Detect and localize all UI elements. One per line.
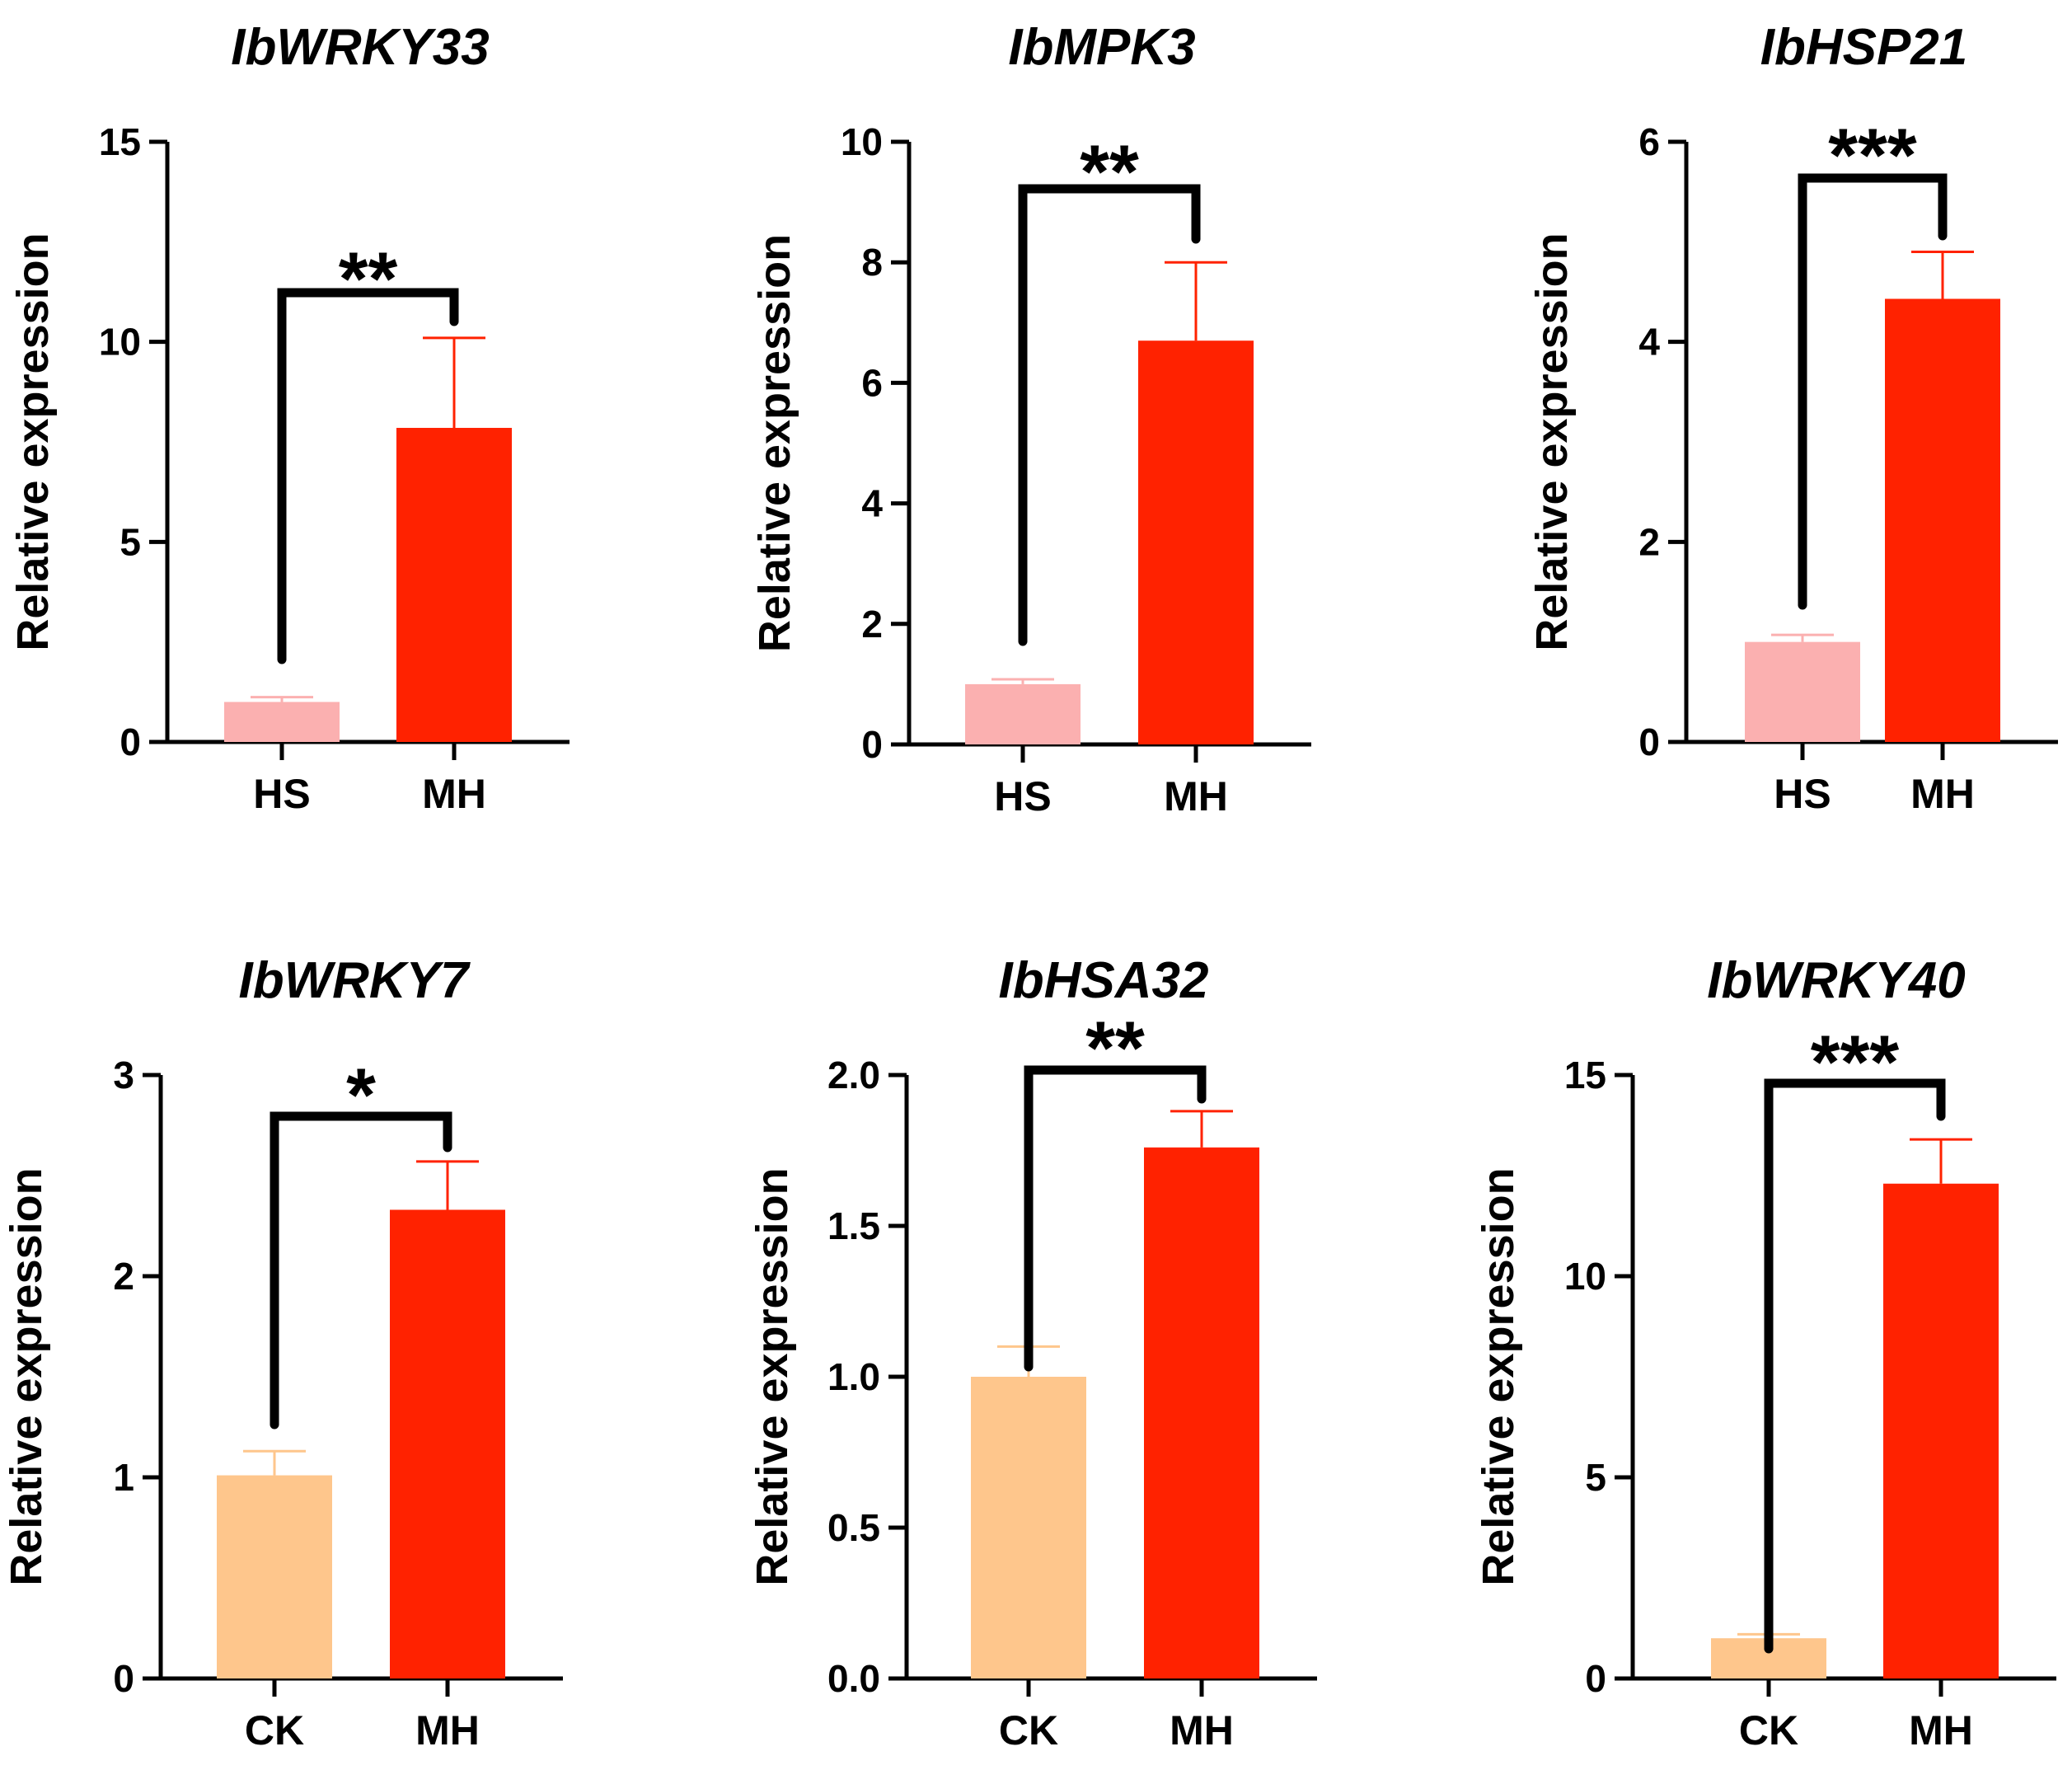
chart-title: IbWRKY33 [231,19,489,76]
y-tick-label: 0 [1638,721,1660,763]
bar-hs [965,683,1081,744]
x-category-label: MH [1164,773,1228,819]
y-tick-label: 0.0 [827,1657,880,1700]
significance-marker: ** [339,237,398,322]
chart-title: IbHSA32 [999,952,1209,1009]
x-category-label: CK [1739,1707,1798,1754]
chart-title: IbWRKY40 [1707,952,1965,1009]
chart-title: IbWRKY7 [239,952,471,1009]
x-category-label: MH [1170,1707,1234,1754]
significance-bracket [1798,173,1948,610]
x-category-label: MH [1910,771,1975,817]
y-tick-label: 5 [120,520,141,563]
y-tick-label: 4 [861,482,883,525]
y-tick-label: 0.5 [827,1506,880,1549]
y-axis-label: Relative expression [1527,232,1577,650]
y-tick-label: 15 [1564,1054,1606,1096]
y-tick-label: 4 [1638,321,1660,364]
y-tick-label: 2 [113,1255,134,1298]
y-tick-label: 2 [861,603,883,646]
y-tick-label: 0 [1585,1657,1606,1700]
x-category-label: MH [1909,1707,1973,1754]
x-category-label: MH [422,771,486,817]
y-tick-label: 8 [861,241,883,284]
bar-ck [971,1377,1086,1678]
bar-mh [1138,340,1254,744]
y-axis-label: Relative expression [1474,1167,1523,1585]
x-category-label: HS [253,771,310,817]
y-tick-label: 1 [113,1456,134,1499]
y-tick-label: 6 [861,361,883,404]
bar-mh [1144,1147,1259,1678]
y-tick-label: 10 [99,321,141,364]
x-category-label: HS [994,773,1051,819]
bar-mh [1885,298,2000,742]
significance-bracket [277,288,459,664]
chart-title: IbHSP21 [1760,19,1968,76]
y-tick-label: 0 [113,1657,134,1700]
bar-ck [217,1475,332,1678]
bar-mh [1883,1183,1999,1678]
chart-title: IbMPK3 [1008,19,1195,76]
x-category-label: CK [999,1707,1058,1754]
y-axis-label: Relative expression [8,232,58,650]
significance-marker: ** [1085,1007,1145,1091]
y-tick-label: 10 [841,120,883,163]
y-tick-label: 2 [1638,520,1660,563]
y-tick-label: 3 [113,1054,134,1096]
y-axis-label: Relative expression [750,234,799,652]
x-category-label: HS [1774,771,1831,817]
y-axis-label: Relative expression [748,1167,797,1585]
x-category-label: CK [245,1707,304,1754]
y-tick-label: 10 [1564,1255,1606,1298]
significance-marker: *** [1811,1021,1900,1105]
bar-mh [390,1209,505,1678]
y-tick-label: 6 [1638,120,1660,163]
y-axis-label: Relative expression [2,1167,51,1585]
bar-mh [396,428,512,742]
significance-marker: * [346,1054,376,1138]
y-tick-label: 1.0 [827,1355,880,1398]
bar-hs [224,702,340,742]
y-tick-label: 1.5 [827,1204,880,1247]
significance-marker: ** [1080,130,1139,214]
significance-bracket [1018,184,1201,646]
y-tick-label: 15 [99,120,141,163]
y-tick-label: 0 [861,723,883,766]
y-tick-label: 5 [1585,1456,1606,1499]
y-tick-label: 0 [120,721,141,763]
significance-bracket [270,1111,452,1430]
significance-marker: *** [1828,114,1917,198]
x-category-label: MH [415,1707,480,1754]
significance-bracket [1024,1065,1207,1372]
y-tick-label: 2.0 [827,1054,880,1096]
significance-bracket [1764,1078,1946,1654]
bar-hs [1745,641,1860,742]
